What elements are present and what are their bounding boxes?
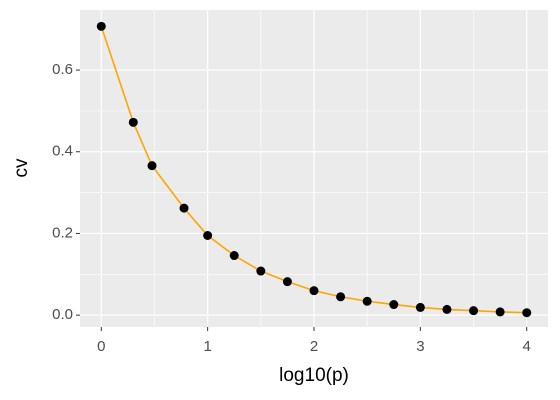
- point: [362, 296, 372, 306]
- point: [495, 307, 505, 317]
- point: [179, 203, 189, 213]
- point: [522, 308, 532, 318]
- y-tick-label: 0.4: [52, 143, 73, 160]
- grid: [80, 10, 548, 327]
- point: [442, 304, 452, 314]
- point: [229, 251, 239, 261]
- point: [128, 117, 138, 127]
- point: [415, 302, 425, 312]
- point: [203, 230, 213, 240]
- x-tick-label: 3: [416, 338, 424, 355]
- x-tick-label: 0: [97, 338, 105, 355]
- point: [336, 292, 346, 302]
- point: [256, 266, 266, 276]
- x-tick-label: 4: [523, 338, 531, 355]
- marks: [96, 21, 532, 318]
- y-tick-label: 0.6: [52, 61, 73, 78]
- y-axis-title: cv: [11, 158, 32, 178]
- point: [309, 286, 319, 296]
- y-tick-label: 0.0: [52, 306, 73, 323]
- y-tick-label: 0.2: [52, 224, 73, 241]
- point: [469, 306, 479, 316]
- point: [96, 21, 106, 31]
- point: [282, 277, 292, 287]
- x-tick-label: 1: [203, 338, 211, 355]
- x-tick-label: 2: [310, 338, 318, 355]
- point: [147, 161, 157, 171]
- x-axis-title: log10(p): [279, 365, 349, 386]
- point: [389, 300, 399, 310]
